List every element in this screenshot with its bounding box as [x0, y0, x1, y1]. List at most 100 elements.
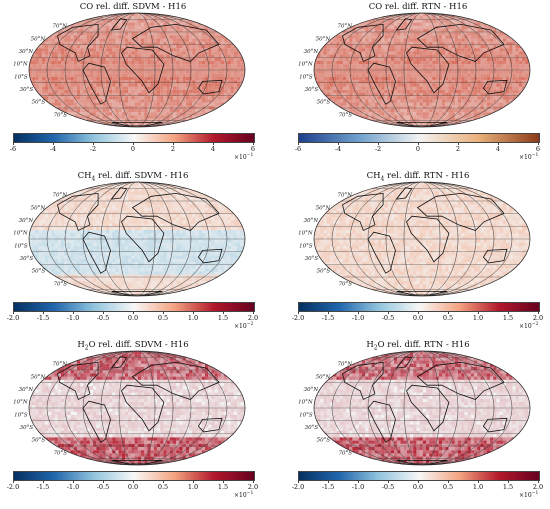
colorbar-tick-mark — [13, 142, 14, 145]
colorbar-tick-label: -6 — [294, 145, 302, 153]
colorbar-tick-mark — [478, 480, 479, 483]
mollweide-map: 70°N 50°N 30°N 10°N 10°S 30°S 50°S 70°S — [13, 350, 246, 466]
panel-title: H2O rel. diff. RTN - H16 — [293, 340, 543, 352]
latitude-label: 10°S — [14, 74, 28, 80]
colorbar-ticks: -2.0 -1.5 -1.0 -0.5 0.0 0.5 1.0 1.5 2.0 — [292, 480, 543, 497]
colorbar-tick-label: -2 — [89, 145, 97, 153]
colorbar-tick-mark — [223, 311, 224, 314]
colorbar-tick-mark — [13, 480, 14, 483]
colorbar-ticks: -2.0 -1.5 -1.0 -0.5 0.0 0.5 1.0 1.5 2.0 — [7, 480, 258, 497]
colorbar-tick-mark — [193, 311, 194, 314]
colorbar-ticks: -6 -4 -2 0 2 4 6 — [9, 142, 255, 159]
colorbar — [298, 302, 540, 312]
latitude-label: 70°N — [338, 362, 353, 368]
title-part: CH — [77, 171, 92, 181]
title-subscript: 2 — [373, 344, 378, 352]
colorbar-tick-mark — [193, 480, 194, 483]
colorbar-tick-label: 0.0 — [127, 314, 139, 322]
mollweide-map: 70°N 50°N 30°N 10°N 10°S 30°S 50°S 70°S — [298, 12, 531, 128]
colorbar-tick-label: 4 — [210, 145, 216, 153]
colorbar-tick-mark — [448, 311, 449, 314]
colorbar — [13, 133, 255, 143]
colorbar-scale: ×10−1 — [519, 491, 538, 499]
latitude-label: 10°N — [13, 400, 28, 406]
colorbar-tick-label: 1.5 — [217, 314, 229, 322]
latitude-label: 10°N — [298, 231, 313, 237]
colorbar-tick-mark — [458, 142, 459, 145]
latitude-label: 50°N — [316, 205, 331, 211]
colorbar-tick-mark — [538, 480, 539, 483]
colorbar-tick-label: 2.0 — [247, 483, 259, 491]
colorbar-tick-label: -1.0 — [66, 314, 80, 322]
colorbar-tick-label: 6 — [535, 145, 541, 153]
colorbar-tick-label: -1.5 — [36, 314, 50, 322]
colorbar-ticks: -2.0 -1.5 -1.0 -0.5 0.0 0.5 1.0 1.5 2.0 — [7, 311, 258, 328]
title-part: H — [77, 340, 85, 350]
colorbar-tick-label: 1.0 — [187, 314, 199, 322]
colorbar-tick-label: 0 — [130, 145, 136, 153]
colorbar-tick-mark — [253, 480, 254, 483]
colorbar-tick-label: 2 — [455, 145, 461, 153]
coastlines — [57, 187, 223, 296]
colorbar-scale: ×10−1 — [234, 153, 253, 161]
data-field — [314, 13, 530, 127]
colorbar-tick-mark — [133, 142, 134, 145]
latitude-label: 70°S — [339, 281, 353, 287]
latitude-label: 70°N — [53, 193, 68, 199]
map-panel: CO rel. diff. RTN - H16 70°N 50°N 30°N 10°N 1… — [293, 2, 543, 170]
latitude-label: 30°S — [305, 425, 319, 431]
colorbar-tick-mark — [328, 480, 329, 483]
colorbar-tick-mark — [133, 311, 134, 314]
coastlines — [342, 356, 508, 465]
title-part: H — [366, 340, 374, 350]
latitude-label: 30°S — [20, 256, 34, 262]
map-outline — [313, 181, 531, 297]
colorbar-ticks: -6 -4 -2 0 2 4 6 — [294, 142, 541, 159]
colorbar-tick-mark — [418, 311, 419, 314]
latitude-label: 30°N — [304, 218, 319, 224]
scale-base: ×10 — [234, 492, 247, 499]
colorbar-tick-label: 0.5 — [442, 483, 454, 491]
scale-base: ×10 — [234, 154, 247, 161]
title-part: CO rel. diff. SDVM - H16 — [79, 2, 187, 12]
latitude-label: 50°N — [316, 374, 331, 380]
latitude-label: 50°S — [317, 100, 331, 106]
colorbar-tick-mark — [133, 480, 134, 483]
colorbar-tick-mark — [338, 142, 339, 145]
colorbar-tick-label: 1.5 — [502, 483, 514, 491]
colorbar-tick-label: 0.5 — [157, 314, 169, 322]
latitude-label: 30°N — [304, 49, 319, 55]
colorbar-tick-label: 2.0 — [247, 314, 259, 322]
colorbar-tick-mark — [358, 480, 359, 483]
colorbar-tick-label: -6 — [9, 145, 17, 153]
latitude-label: 70°S — [54, 281, 68, 287]
panel-title: H2O rel. diff. SDVM - H16 — [8, 340, 258, 352]
colorbar-tick-mark — [508, 480, 509, 483]
coastlines — [57, 18, 223, 127]
colorbar-tick-mark — [43, 311, 44, 314]
colorbar-tick-label: -1.5 — [321, 483, 335, 491]
colorbar-tick-label: -0.5 — [96, 314, 110, 322]
latitude-label: 50°S — [317, 269, 331, 275]
colorbar-scale: ×10−1 — [234, 491, 253, 499]
coastlines — [342, 18, 508, 127]
colorbar-scale: ×10−1 — [519, 153, 538, 161]
latitude-label: 70°N — [338, 24, 353, 30]
colorbar-tick-mark — [538, 142, 539, 145]
panel-title: CO rel. diff. RTN - H16 — [293, 2, 543, 12]
colorbar-tick-mark — [73, 480, 74, 483]
mollweide-map: 70°N 50°N 30°N 10°N 10°S 30°S 50°S 70°S — [13, 181, 246, 297]
colorbar-tick-label: 1.0 — [472, 483, 484, 491]
colorbar-tick-mark — [498, 142, 499, 145]
scale-exponent: −2 — [246, 322, 254, 327]
coastlines — [57, 356, 223, 465]
colorbar-tick-label: -2.0 — [291, 314, 305, 322]
colorbar-tick-mark — [328, 311, 329, 314]
colorbar-tick-mark — [173, 142, 174, 145]
scale-base: ×10 — [234, 323, 247, 330]
colorbar-tick-label: 0.0 — [412, 314, 424, 322]
title-subscript: 2 — [84, 344, 89, 352]
latitude-label: 70°S — [339, 112, 353, 118]
latitude-label: 30°N — [304, 387, 319, 393]
scale-exponent: −1 — [531, 491, 539, 496]
